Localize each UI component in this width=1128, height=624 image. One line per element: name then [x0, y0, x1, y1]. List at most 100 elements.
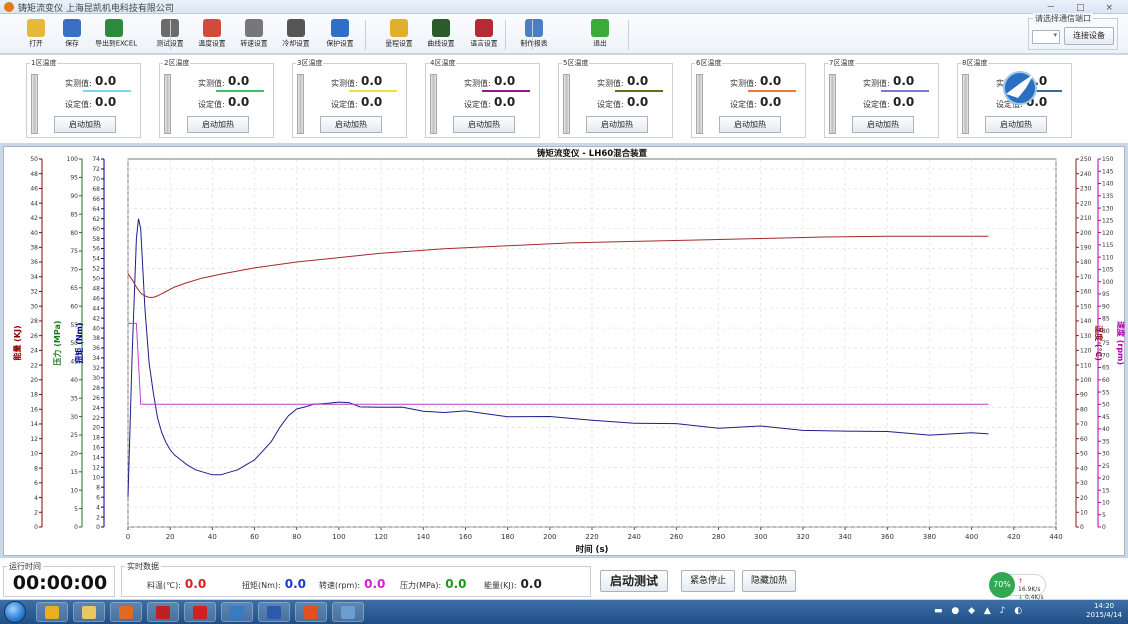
y-tick-label: 120 [1102, 230, 1114, 237]
y-tick-label: 90 [1102, 303, 1110, 310]
y-tick-label: 4 [34, 495, 38, 502]
toolbar-button-4[interactable]: 温度设置 [190, 17, 234, 53]
y-tick-label: 50 [1080, 451, 1088, 458]
y-tick-label: 55 [70, 322, 78, 329]
zone-actual-value: 0.0 [228, 74, 250, 88]
zone-set-value: 0.0 [760, 95, 782, 109]
y-tick-label: 85 [1102, 316, 1110, 323]
toolbar-button-6[interactable]: 冷却设置 [274, 17, 318, 53]
zone-7: 7区温度 实测值: 0.0 设定值: 0.0 启动加热 [824, 58, 939, 138]
y-tick-label: 10 [1080, 509, 1088, 516]
network-speed-widget[interactable]: 70% ↑ 16.9K/s ↓ 0.4K/s [989, 572, 1046, 601]
taskbar-app-0[interactable] [36, 602, 68, 622]
y-tick-label: 15 [70, 469, 78, 476]
zone-set-value: 0.0 [893, 95, 915, 109]
paint-icon [341, 606, 355, 619]
x-tick-label: 100 [332, 533, 345, 541]
y-tick-label: 6 [34, 480, 38, 487]
y-tick-label: 70 [1102, 352, 1110, 359]
app-bird-icon [230, 606, 244, 619]
y-tick-label: 38 [30, 245, 38, 252]
taskbar-app-3[interactable] [147, 602, 179, 622]
y-tick-label: 110 [1080, 362, 1092, 369]
comm-port-select[interactable]: ▾ [1032, 30, 1060, 44]
taskbar-app-4[interactable] [184, 602, 216, 622]
start-heating-button[interactable]: 启动加热 [985, 116, 1047, 133]
y-tick-label: 20 [1080, 495, 1088, 502]
window-controls[interactable]: － □ × [1046, 3, 1122, 13]
y-tick-label: 10 [30, 451, 38, 458]
start-button[interactable] [4, 601, 26, 623]
tray-icons[interactable]: ▬ ● ◆ ▲ ♪ ◐ [934, 606, 1026, 616]
excel-icon [105, 19, 123, 37]
x-tick-label: 280 [712, 533, 725, 541]
y-tick-label: 64 [92, 206, 100, 213]
zone-actual-label: 实测值: [863, 79, 890, 88]
toolbar-button-label: 制作报表 [520, 39, 548, 48]
y-tick-label: 130 [1102, 205, 1114, 212]
taskbar-app-5[interactable] [221, 602, 253, 622]
series-line-1 [127, 235, 989, 298]
toolbar-button-9[interactable]: 曲线设置 [419, 17, 463, 53]
y-tick-label: 35 [70, 395, 78, 402]
y-tick-label: 74 [92, 156, 100, 163]
realtime-label: 扭矩(Nm): [242, 581, 281, 590]
toolbar-button-0[interactable]: 打开 [14, 17, 58, 53]
toolbar-button-7[interactable]: 保护设置 [318, 17, 362, 53]
y-tick-label: 0 [1080, 524, 1084, 531]
start-heating-button[interactable]: 启动加热 [187, 116, 249, 133]
y-tick-label: 140 [1080, 318, 1092, 325]
y-tick-label: 24 [92, 405, 100, 412]
thermometer-icon [203, 19, 221, 37]
y-tick-label: 5 [1102, 512, 1106, 519]
y-tick-label: 0 [96, 524, 100, 531]
y-tick-label: 75 [70, 248, 78, 255]
zone-actual-value: 0.0 [760, 74, 782, 88]
toolbar-button-2[interactable]: 导出到EXCEL [92, 17, 137, 53]
y-tick-label: 22 [92, 415, 100, 422]
zone-color-line [83, 90, 131, 92]
start-test-button[interactable]: 启动测试 [600, 570, 668, 592]
start-heating-button[interactable]: 启动加热 [453, 116, 515, 133]
taskbar-app-8[interactable] [332, 602, 364, 622]
y-tick-label: 30 [1102, 451, 1110, 458]
x-tick-label: 160 [459, 533, 472, 541]
taskbar-app-7[interactable] [295, 602, 327, 622]
curve-chart-icon [432, 19, 450, 37]
toolbar-button-label: 语言设置 [470, 39, 498, 48]
shield-globe-icon [331, 19, 349, 37]
y-tick-label: 115 [1102, 242, 1114, 249]
y-tick-label: 210 [1080, 215, 1092, 222]
start-heating-button[interactable]: 启动加热 [852, 116, 914, 133]
toolbar-button-8[interactable]: 量程设置 [377, 17, 421, 53]
toolbar-button-10[interactable]: 语言设置 [462, 17, 506, 53]
start-heating-button[interactable]: 启动加热 [320, 116, 382, 133]
y-tick-label: 105 [1102, 267, 1114, 274]
taskbar-app-2[interactable] [110, 602, 142, 622]
y-tick-label: 100 [1102, 279, 1114, 286]
toolbar-button-1[interactable]: 保存 [50, 17, 94, 53]
start-heating-button[interactable]: 启动加热 [586, 116, 648, 133]
y-tick-label: 24 [30, 348, 38, 355]
y-tick-label: 10 [70, 487, 78, 494]
zone-set-value: 0.0 [361, 95, 383, 109]
zone-set-label: 设定值: [863, 100, 890, 109]
y-tick-label: 26 [92, 395, 100, 402]
file-explorer-icon [82, 606, 96, 619]
clock[interactable]: 14:20 2015/4/14 [1086, 602, 1122, 620]
start-heating-button[interactable]: 启动加热 [719, 116, 781, 133]
toolbar-button-5[interactable]: 转速设置 [232, 17, 276, 53]
connect-device-button[interactable]: 连接设备 [1064, 27, 1114, 45]
zone-set-value: 0.0 [494, 95, 516, 109]
toolbar-button-11[interactable]: 制作报表 [512, 17, 556, 53]
hide-heating-button[interactable]: 隐藏加热 [742, 570, 796, 592]
zone-title: 3区温度 [296, 58, 324, 68]
realtime-item: 压力(MPa): 0.0 [400, 577, 466, 591]
taskbar-app-6[interactable] [258, 602, 290, 622]
emergency-stop-button[interactable]: 紧急停止 [681, 570, 735, 592]
taskbar-app-1[interactable] [73, 602, 105, 622]
start-heating-button[interactable]: 启动加热 [54, 116, 116, 133]
x-tick-label: 20 [166, 533, 175, 541]
toolbar-separator [532, 20, 533, 50]
toolbar-button-12[interactable]: 退出 [578, 17, 622, 53]
